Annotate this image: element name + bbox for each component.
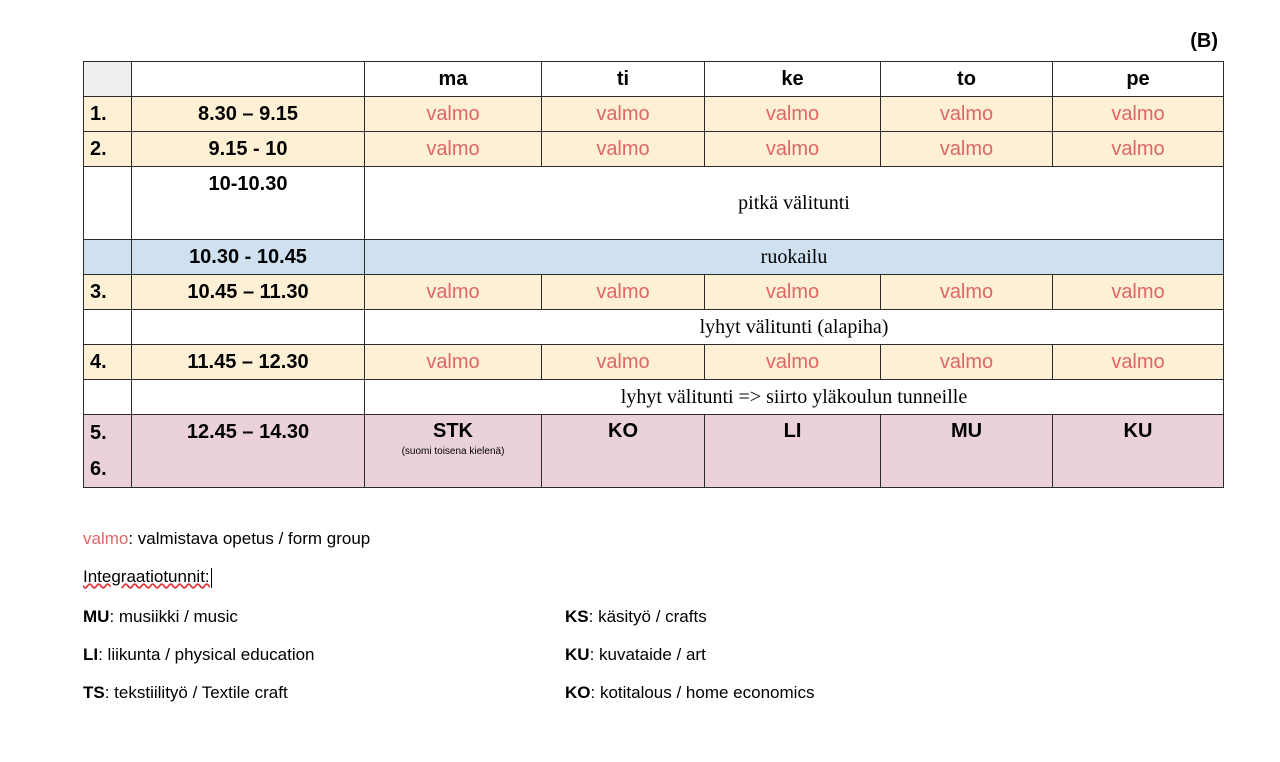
legend-item: KU: kuvataide / art: [565, 645, 706, 665]
lesson-time: 8.30 – 9.15: [131, 96, 365, 132]
break-time: [131, 309, 365, 345]
subject-cell: KO: [541, 414, 705, 488]
lesson-number: [83, 239, 132, 275]
legend-item: MU: musiikki / music: [83, 607, 238, 627]
lesson-cell: valmo: [364, 274, 542, 310]
lesson-number: 5. 6.: [83, 414, 132, 488]
table-row: 5. 6. 12.45 – 14.30 STK (suomi toisena k…: [83, 414, 1224, 488]
lesson-number-5: 5.: [90, 422, 107, 444]
legend-item: KO: kotitalous / home economics: [565, 683, 814, 703]
table-row: 10-10.30 pitkä välitunti: [83, 166, 1224, 240]
lesson-number: [83, 166, 132, 240]
timetable: ma ti ke to pe 1. 8.30 – 9.15 valmo valm…: [83, 61, 1224, 488]
break-time: 10-10.30: [131, 166, 365, 240]
legend-key: TS: [83, 683, 105, 702]
lesson-time: 11.45 – 12.30: [131, 344, 365, 380]
lesson-cell: valmo: [1052, 131, 1224, 167]
lesson-number: 4.: [83, 344, 132, 380]
lesson-cell: valmo: [541, 274, 705, 310]
legend-valmo: valmo: valmistava opetus / form group: [83, 529, 370, 549]
break-label: lyhyt välitunti => siirto yläkoulun tunn…: [364, 379, 1224, 415]
integration-title[interactable]: Integraatiotunnit:: [83, 567, 212, 588]
corner-cell: [83, 61, 132, 97]
legend-key: valmo: [83, 529, 129, 548]
day-header: ma: [364, 61, 542, 97]
legend-item: TS: tekstiilityö / Textile craft: [83, 683, 288, 703]
legend-item: KS: käsityö / crafts: [565, 607, 707, 627]
lesson-cell: valmo: [880, 131, 1053, 167]
subject-code: STK: [433, 420, 473, 442]
subject-cell: MU: [880, 414, 1053, 488]
lesson-time: 9.15 - 10: [131, 131, 365, 167]
lesson-number: 2.: [83, 131, 132, 167]
legend-item: LI: liikunta / physical education: [83, 645, 315, 665]
lesson-cell: valmo: [880, 96, 1053, 132]
break-label: pitkä välitunti: [364, 166, 1224, 240]
day-header: to: [880, 61, 1053, 97]
day-header: ti: [541, 61, 705, 97]
integration-title-text: Integraatiotunnit:: [83, 567, 210, 586]
legend-desc: : valmistava opetus / form group: [128, 529, 371, 548]
break-time: [131, 379, 365, 415]
lesson-cell: valmo: [1052, 274, 1224, 310]
legend-desc: : kotitalous / home economics: [590, 683, 815, 702]
legend-desc: : kuvataide / art: [589, 645, 706, 664]
subject-cell: STK (suomi toisena kielenä): [364, 414, 542, 488]
legend-desc: : musiikki / music: [109, 607, 238, 626]
day-header: ke: [704, 61, 881, 97]
table-row: 10.30 - 10.45 ruokailu: [83, 239, 1224, 275]
legend-key: MU: [83, 607, 110, 626]
lesson-cell: valmo: [364, 96, 542, 132]
table-row: 4. 11.45 – 12.30 valmo valmo valmo valmo…: [83, 344, 1224, 380]
subject-note: (suomi toisena kielenä): [401, 446, 505, 457]
lesson-cell: valmo: [541, 96, 705, 132]
lesson-time: 10.45 – 11.30: [131, 274, 365, 310]
legend-key: KU: [565, 645, 590, 664]
table-row: 1. 8.30 – 9.15 valmo valmo valmo valmo v…: [83, 96, 1224, 132]
subject-cell: KU: [1052, 414, 1224, 488]
lesson-cell: valmo: [364, 131, 542, 167]
lesson-cell: valmo: [880, 344, 1053, 380]
legend-desc: : tekstiilityö / Textile craft: [104, 683, 288, 702]
table-row: lyhyt välitunti (alapiha): [83, 309, 1224, 345]
text-cursor: [210, 567, 212, 588]
break-label: lyhyt välitunti (alapiha): [364, 309, 1224, 345]
lesson-cell: valmo: [1052, 96, 1224, 132]
lunch-time: 10.30 - 10.45: [131, 239, 365, 275]
legend-key: KO: [565, 683, 591, 702]
lesson-number: 1.: [83, 96, 132, 132]
time-header-cell: [131, 61, 365, 97]
lesson-cell: valmo: [704, 274, 881, 310]
document-tag: (B): [1190, 30, 1218, 52]
lesson-cell: valmo: [364, 344, 542, 380]
lesson-number-6: 6.: [90, 458, 107, 480]
lesson-time: 12.45 – 14.30: [131, 414, 365, 488]
day-header: pe: [1052, 61, 1224, 97]
lesson-cell: valmo: [1052, 344, 1224, 380]
legend-desc: : liikunta / physical education: [98, 645, 315, 664]
header-row: ma ti ke to pe: [83, 61, 1224, 97]
table-row: lyhyt välitunti => siirto yläkoulun tunn…: [83, 379, 1224, 415]
lesson-number: [83, 309, 132, 345]
lesson-cell: valmo: [541, 131, 705, 167]
lesson-cell: valmo: [541, 344, 705, 380]
lesson-cell: valmo: [704, 96, 881, 132]
legend-desc: : käsityö / crafts: [588, 607, 707, 626]
lesson-number: [83, 379, 132, 415]
lesson-cell: valmo: [704, 344, 881, 380]
lunch-label: ruokailu: [364, 239, 1224, 275]
lesson-number: 3.: [83, 274, 132, 310]
lesson-cell: valmo: [880, 274, 1053, 310]
table-row: 3. 10.45 – 11.30 valmo valmo valmo valmo…: [83, 274, 1224, 310]
legend-key: LI: [83, 645, 99, 664]
subject-cell: LI: [704, 414, 881, 488]
lesson-cell: valmo: [704, 131, 881, 167]
legend-key: KS: [565, 607, 589, 626]
table-row: 2. 9.15 - 10 valmo valmo valmo valmo val…: [83, 131, 1224, 167]
